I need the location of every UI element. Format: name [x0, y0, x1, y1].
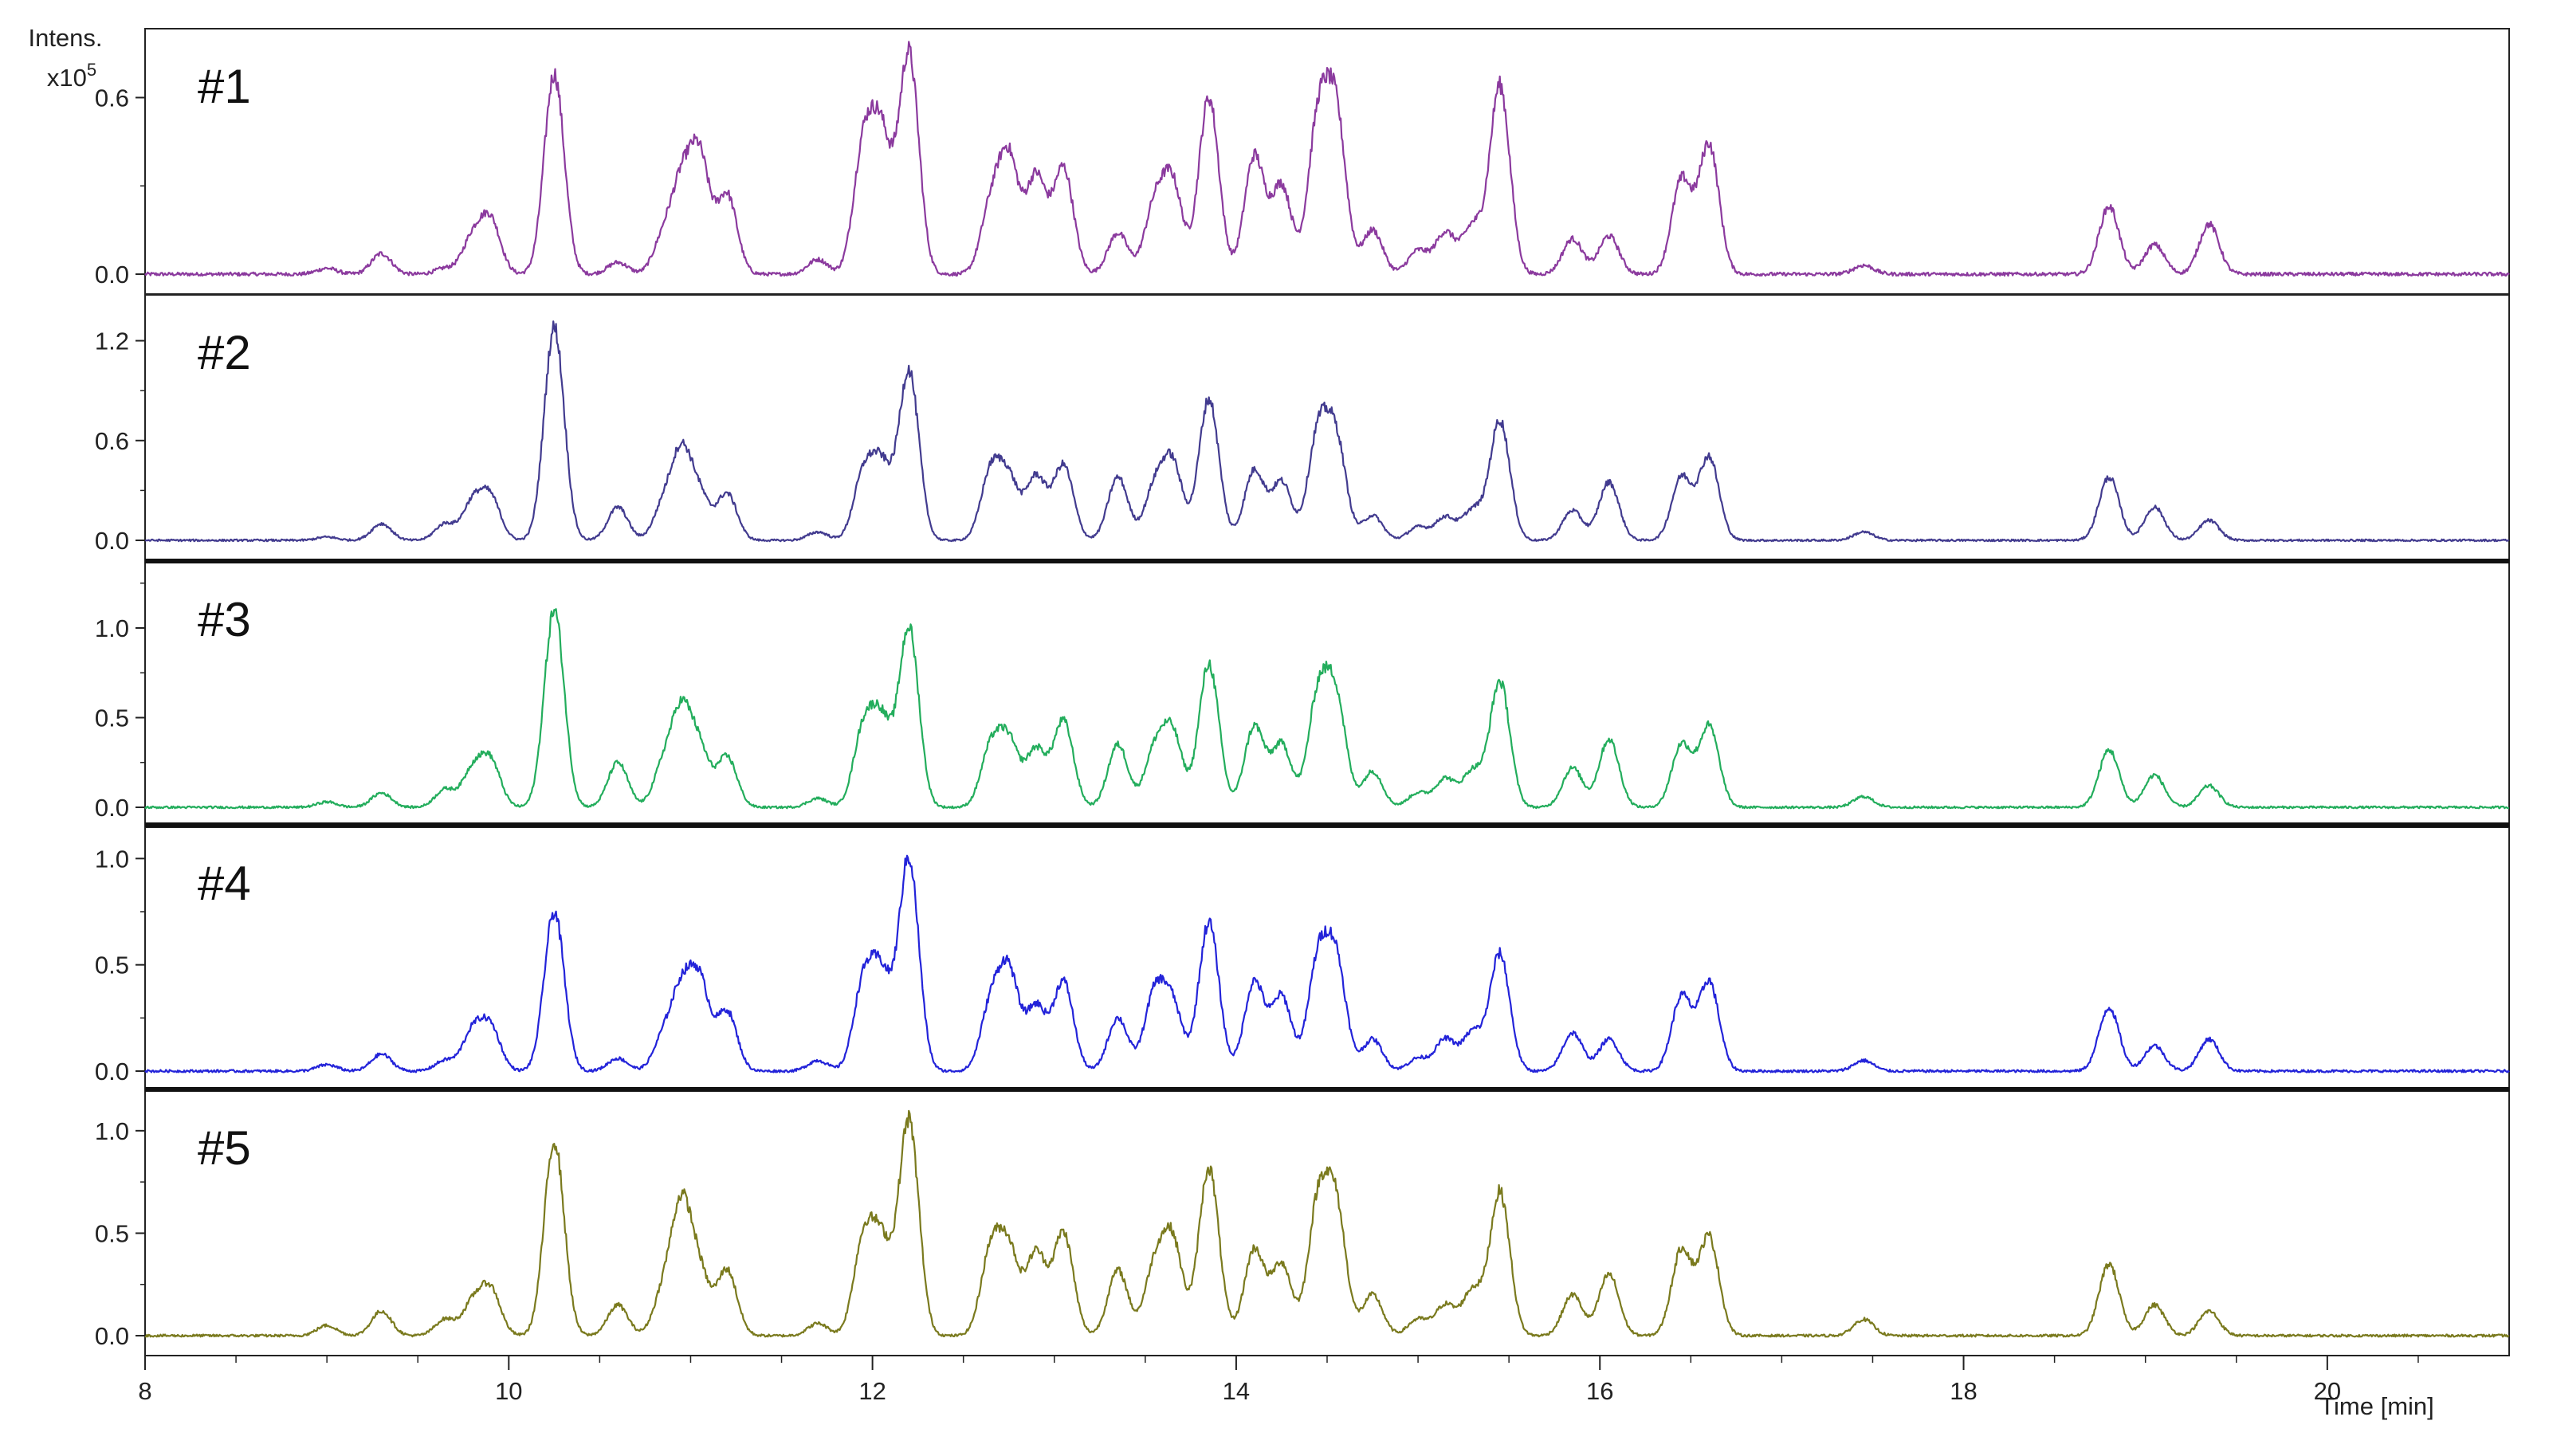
chromatogram-trace [144, 608, 2510, 810]
x-tick-label: 16 [1586, 1377, 1613, 1405]
y-tick-label: 0.6 [95, 427, 129, 455]
panel-label: #4 [198, 857, 251, 910]
x-tick-label: 18 [1950, 1377, 1977, 1405]
chromatogram-panel-5: 0.0 0.5 1.0 #5 [95, 1089, 2510, 1356]
chromatogram-trace [144, 320, 2510, 543]
y-tick-label: 0.0 [95, 794, 129, 822]
y-tick-label: 0.0 [95, 527, 129, 555]
y-tick-label: 0.5 [95, 704, 129, 732]
x-tick-label: 8 [138, 1377, 151, 1405]
y-tick-label: 0.5 [95, 952, 129, 979]
y-axis-title-line1: Intens. [28, 24, 102, 52]
chromatogram-panel-2: 0.0 0.6 1.2 #2 [95, 294, 2510, 561]
y-tick-label: 1.0 [95, 845, 129, 873]
y-tick-label: 0.0 [95, 261, 129, 288]
panel-frame [144, 294, 2510, 561]
panel-frame [144, 1089, 2510, 1356]
panel-label: #1 [198, 60, 251, 113]
chromatogram-trace [144, 854, 2510, 1073]
panel-label: #5 [198, 1121, 251, 1175]
chromatogram-trace [144, 1109, 2510, 1338]
y-axis-multiplier-exponent: 5 [87, 60, 96, 80]
y-tick-label: 0.5 [95, 1219, 129, 1247]
x-tick-label: 10 [495, 1377, 522, 1405]
panels-layer: 0.0 0.6 #1 0.0 0.6 1.2 #2 0.0 0.5 1.0 #3 0.0 0.5 1.0 #… [95, 28, 2510, 1356]
y-axis-multiplier-base: x10 [47, 64, 87, 92]
y-tick-label: 1.0 [95, 1117, 129, 1145]
y-tick-label: 0.0 [95, 1058, 129, 1085]
x-tick-label: 12 [858, 1377, 886, 1405]
panel-label: #2 [198, 326, 251, 379]
chromatogram-panel-3: 0.0 0.5 1.0 #3 [95, 561, 2510, 828]
y-tick-label: 1.0 [95, 614, 129, 642]
panel-label: #3 [198, 593, 251, 646]
x-tick-label: 14 [1223, 1377, 1250, 1405]
y-tick-label: 0.0 [95, 1322, 129, 1350]
y-tick-label: 1.2 [95, 328, 129, 355]
chromatogram-panel-1: 0.0 0.6 #1 [95, 28, 2510, 295]
y-axis-title-line2: x105 [47, 60, 96, 92]
y-tick-label: 0.6 [95, 84, 129, 112]
chromatogram-trace [144, 41, 2510, 277]
x-tick-label: 20 [2314, 1377, 2341, 1405]
panel-frame [144, 825, 2510, 1092]
chromatogram-panel-4: 0.0 0.5 1.0 #4 [95, 825, 2510, 1092]
x-axis: 8 10 12 14 16 18 20 [138, 1356, 2419, 1405]
panel-frame [144, 561, 2510, 828]
x-axis-title: Time [min] [2319, 1392, 2434, 1420]
